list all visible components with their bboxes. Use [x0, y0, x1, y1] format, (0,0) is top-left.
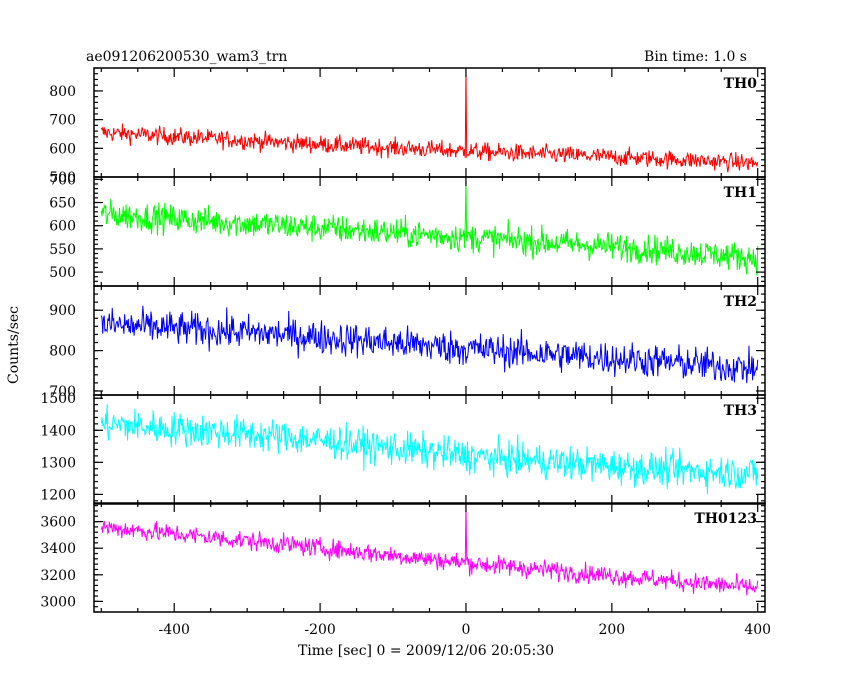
x-tick-label: -200	[304, 622, 335, 638]
panel-label: TH2	[724, 294, 757, 310]
series-th3	[100, 404, 759, 495]
series-th1	[100, 179, 759, 276]
panel-th0: 500 600 700 800 TH0	[49, 67, 766, 186]
panel-label: TH3	[724, 403, 757, 419]
panel-th1: 500 550 600 650 700 TH1	[49, 172, 766, 287]
panel-th2: 700 800 900 TH2	[49, 285, 766, 400]
y-tick-label: 700	[49, 172, 76, 188]
y-tick-label: 700	[49, 113, 76, 129]
y-tick-label: 3400	[40, 541, 76, 557]
y-tick-label: 1200	[40, 487, 76, 503]
panels-group: 500 600 700 800 TH0 500 550 600 650 700 TH1 700 800 9…	[40, 67, 766, 613]
y-tick-label: 700	[49, 384, 76, 400]
y-tick-label: 800	[49, 84, 76, 100]
y-tick-label: 3600	[40, 515, 76, 531]
y-axis-label: Counts/sec	[6, 306, 22, 384]
panel-th3: 1200 1300 1400 1500 TH3	[40, 391, 766, 505]
x-axis-label: Time [sec] 0 = 2009/12/06 20:05:30	[298, 643, 554, 659]
panel-frame	[93, 285, 766, 396]
series-th0	[100, 68, 759, 173]
x-tick-label: 400	[744, 622, 771, 638]
y-tick-label: 900	[49, 303, 76, 319]
x-tick-label: -400	[159, 622, 190, 638]
series-th2	[100, 305, 759, 384]
y-tick-label: 500	[49, 170, 76, 186]
y-tick-label: 500	[49, 265, 76, 281]
y-tick-label: 550	[49, 242, 76, 258]
panel-label: TH0	[724, 76, 758, 92]
x-tick-label: 200	[598, 622, 625, 638]
x-axis: -400 -200 0 200 400	[159, 622, 772, 638]
y-tick-label: 600	[49, 141, 76, 157]
series-th0123	[100, 503, 759, 596]
bin-time-label: Bin time: 1.0 s	[644, 49, 747, 65]
plot-title: ae091206200530_wam3_trn	[86, 49, 287, 65]
panel-label: TH1	[724, 185, 757, 201]
panel-label: TH0123	[694, 511, 757, 527]
y-tick-label: 600	[49, 219, 76, 235]
y-tick-label: 3000	[40, 594, 76, 610]
panel-th0123: 3000 3200 3400 3600 TH0123	[40, 502, 766, 613]
y-tick-label: 800	[49, 344, 76, 360]
y-tick-label: 1500	[40, 391, 76, 407]
y-tick-label: 3200	[40, 568, 76, 584]
y-tick-label: 1400	[40, 423, 76, 439]
x-tick-label: 0	[462, 622, 471, 638]
y-tick-label: 650	[49, 196, 76, 212]
y-tick-label: 1300	[40, 455, 76, 471]
